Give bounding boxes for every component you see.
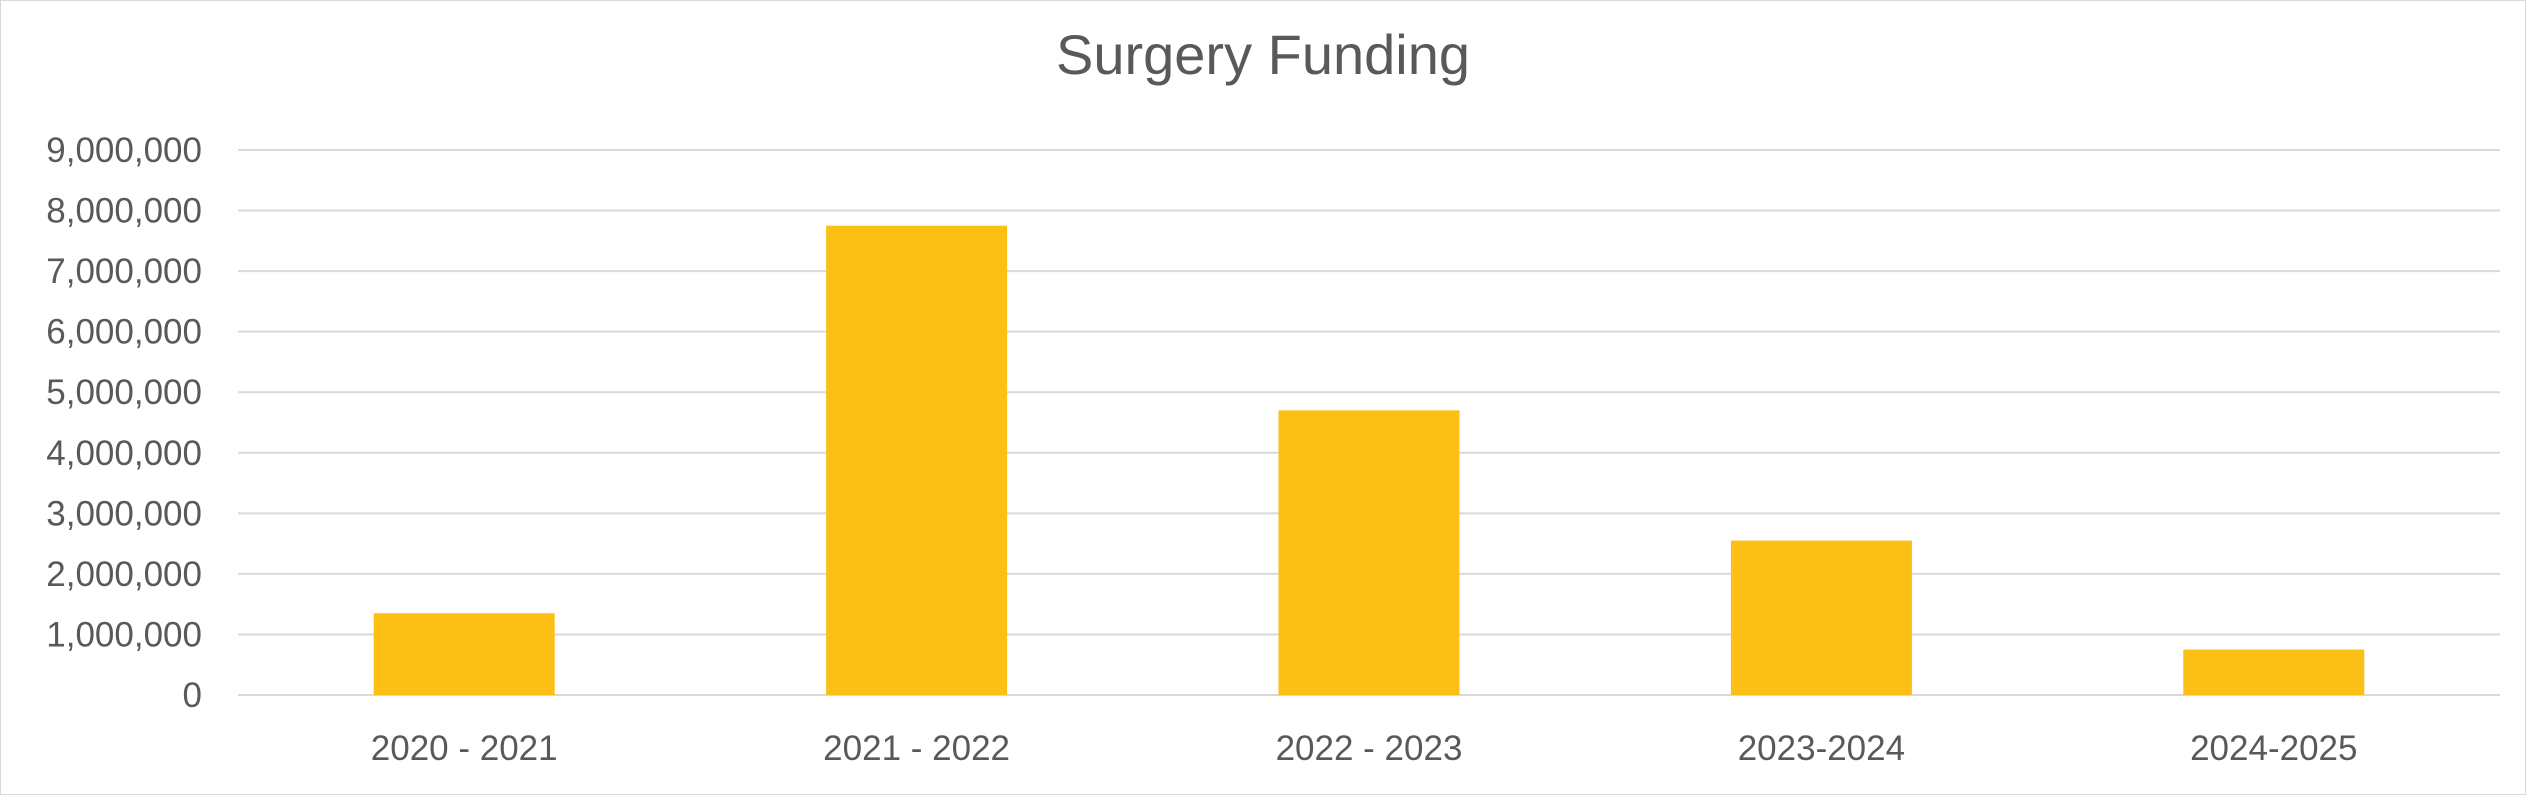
y-tick-label: 9,000,000 [46, 131, 202, 170]
bar [373, 613, 555, 695]
x-tick-label: 2020 - 2021 [371, 729, 558, 768]
y-tick-label: 8,000,000 [46, 192, 202, 231]
x-axis-ticks: 2020 - 2021 2021 - 2022 2022 - 2023 2023-20… [371, 729, 2358, 768]
bar [826, 225, 1008, 695]
y-tick-label: 1,000,000 [46, 615, 202, 654]
x-tick-label: 2023-2024 [1738, 729, 1905, 768]
x-tick-label: 2024-2025 [2190, 729, 2357, 768]
y-tick-label: 5,000,000 [46, 373, 202, 412]
bar [2183, 649, 2365, 695]
x-tick-label: 2022 - 2023 [1276, 729, 1463, 768]
bar [1730, 540, 1912, 695]
x-tick-label: 2021 - 2022 [823, 729, 1010, 768]
bars [373, 225, 2365, 695]
chart-title: Surgery Funding [1055, 23, 1470, 86]
y-axis-ticks: 0 1,000,000 2,000,000 3,000,000 4,000,000 5,0… [46, 131, 202, 715]
y-tick-label: 0 [183, 676, 202, 715]
y-tick-label: 2,000,000 [46, 555, 202, 594]
y-tick-label: 7,000,000 [46, 252, 202, 291]
y-tick-label: 6,000,000 [46, 313, 202, 352]
bar [1278, 410, 1460, 695]
y-tick-label: 4,000,000 [46, 434, 202, 473]
y-tick-label: 3,000,000 [46, 494, 202, 533]
